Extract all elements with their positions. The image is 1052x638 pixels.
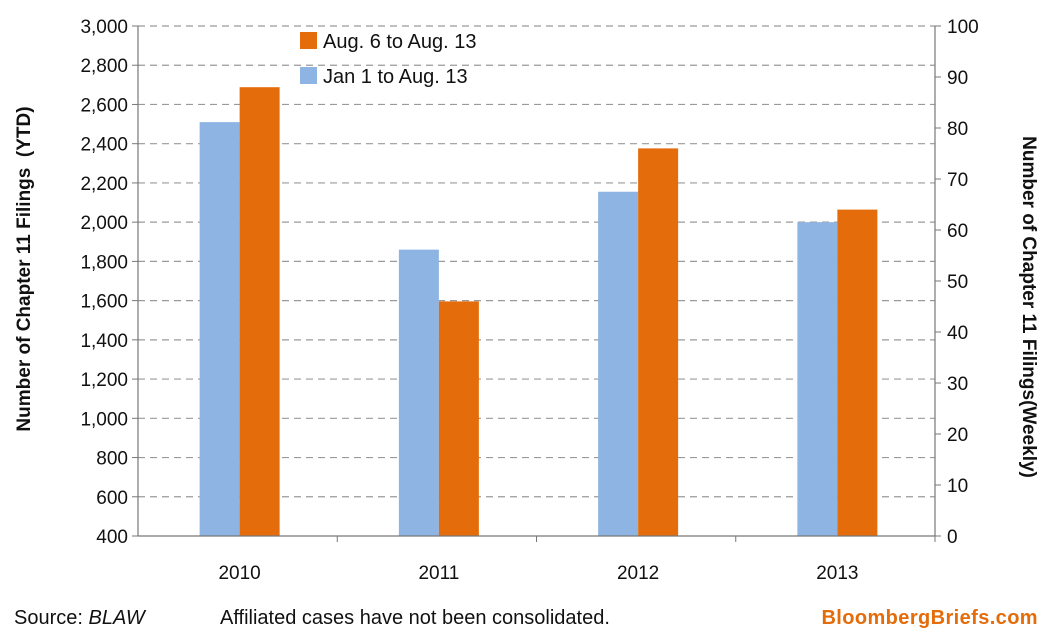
right-tick-label: 70 [947, 170, 968, 191]
x-tick-label-2010: 2010 [218, 563, 260, 584]
bar-2010-aug6-aug13 [239, 87, 280, 536]
right-tick-label: 40 [947, 323, 968, 344]
left-tick-label: 2,400 [80, 135, 128, 156]
source-label: Source: BLAW [14, 607, 145, 630]
left-tick-label: 3,000 [80, 17, 128, 38]
bar-chart: 4006008001,0001,2001,4001,6001,8002,0002… [14, 17, 1039, 584]
left-tick-label: 600 [96, 488, 128, 509]
right-tick-label: 10 [947, 476, 968, 497]
bar-2011-jan1-aug13 [398, 249, 439, 536]
left-tick-label: 1,400 [80, 331, 128, 352]
right-tick-label: 100 [947, 17, 979, 38]
right-tick-label: 30 [947, 374, 968, 395]
left-tick-label: 2,200 [80, 174, 128, 195]
chart-footer: Source: BLAW Affiliated cases have not b… [0, 603, 1052, 638]
bar-2012-jan1-aug13 [598, 191, 639, 536]
bar-2012-aug6-aug13 [638, 148, 679, 536]
x-tick-label-2013: 2013 [816, 563, 858, 584]
bar-2013-jan1-aug13 [797, 222, 838, 536]
legend-swatch-1 [300, 67, 317, 84]
bar-2011-aug6-aug13 [438, 301, 479, 536]
right-tick-label: 0 [947, 527, 958, 548]
right-tick-label: 90 [947, 68, 968, 89]
left-axis-title: Number of Chapter 11 Filings (YTD) [14, 106, 35, 431]
x-tick-label-2011: 2011 [418, 563, 459, 584]
left-tick-label: 2,800 [80, 56, 128, 77]
bar-2013-aug6-aug13 [837, 209, 878, 536]
right-tick-label: 60 [947, 221, 968, 242]
footnote: Affiliated cases have not been consolida… [220, 607, 610, 629]
source-name: BLAW [88, 607, 145, 629]
legend-label-0: Aug. 6 to Aug. 13 [323, 31, 476, 53]
x-tick-label-2012: 2012 [617, 563, 659, 584]
left-tick-label: 800 [96, 449, 128, 470]
left-tick-label: 1,200 [80, 370, 128, 391]
brand-label: BloombergBriefs.com [821, 607, 1038, 629]
legend-swatch-0 [300, 32, 317, 49]
right-tick-label: 20 [947, 425, 968, 446]
bar-2010-jan1-aug13 [199, 122, 240, 536]
right-tick-label: 80 [947, 119, 968, 140]
source-prefix: Source: [14, 607, 89, 629]
right-axis-title: Number of Chapter 11 Filings(Weekly) [1018, 136, 1039, 478]
left-tick-label: 2,000 [80, 213, 128, 234]
left-tick-label: 1,600 [80, 292, 128, 313]
right-tick-label: 50 [947, 272, 968, 293]
left-tick-label: 400 [96, 527, 128, 548]
left-tick-label: 2,600 [80, 95, 128, 116]
left-tick-label: 1,000 [80, 409, 128, 430]
legend-label-1: Jan 1 to Aug. 13 [323, 66, 468, 88]
left-tick-label: 1,800 [80, 252, 128, 273]
